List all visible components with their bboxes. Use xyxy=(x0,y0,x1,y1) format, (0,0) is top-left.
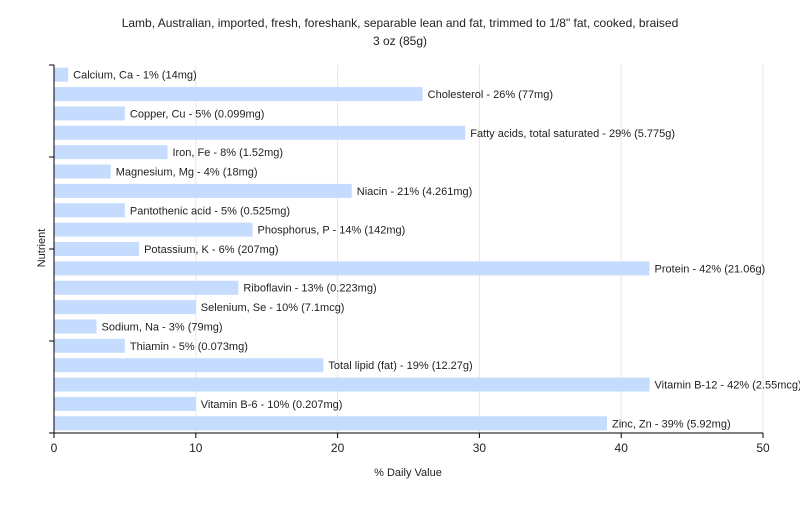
bar xyxy=(54,416,608,431)
bar-label: Niacin - 21% (4.261mg) xyxy=(357,186,473,198)
bar xyxy=(54,183,352,198)
y-axis-label: Nutrient xyxy=(36,229,48,268)
x-tick-label: 0 xyxy=(51,441,58,455)
chart-title: Lamb, Australian, imported, fresh, fores… xyxy=(122,16,679,30)
bar xyxy=(54,242,140,256)
bar xyxy=(54,145,168,160)
bar xyxy=(54,358,324,373)
bar-label: Copper, Cu - 5% (0.099mg) xyxy=(130,108,265,120)
bar-label: Sodium, Na - 3% (79mg) xyxy=(102,321,223,333)
bar-label: Selenium, Se - 10% (7.1mcg) xyxy=(201,302,345,314)
bar-label: Thiamin - 5% (0.073mg) xyxy=(130,341,248,353)
bar-label: Cholesterol - 26% (77mg) xyxy=(428,89,553,101)
bar xyxy=(54,164,111,179)
x-tick-label: 30 xyxy=(473,441,487,455)
chart-subtitle: 3 oz (85g) xyxy=(373,34,427,48)
bar xyxy=(54,87,423,102)
bar-label: Zinc, Zn - 39% (5.92mg) xyxy=(612,418,731,430)
bar-label: Iron, Fe - 8% (1.52mg) xyxy=(172,147,283,159)
x-tick-label: 40 xyxy=(615,441,629,455)
x-axis-label: % Daily Value xyxy=(374,467,442,479)
bar xyxy=(54,222,253,237)
bar-label: Riboflavin - 13% (0.223mg) xyxy=(243,283,376,295)
bar xyxy=(54,261,650,276)
bar xyxy=(54,203,125,218)
x-tick-label: 10 xyxy=(189,441,203,455)
bar xyxy=(54,396,196,411)
bar xyxy=(54,300,196,315)
bar xyxy=(54,125,466,140)
x-tick-label: 20 xyxy=(331,441,345,455)
bar-label: Protein - 42% (21.06g) xyxy=(655,263,766,275)
bar-label: Vitamin B-6 - 10% (0.207mg) xyxy=(201,399,343,411)
bar-label: Calcium, Ca - 1% (14mg) xyxy=(73,70,196,82)
bar xyxy=(54,106,125,121)
bar-label: Magnesium, Mg - 4% (18mg) xyxy=(116,167,258,179)
bar xyxy=(54,319,97,334)
x-tick-label: 50 xyxy=(756,441,770,455)
bar xyxy=(54,377,650,392)
bar-label: Phosphorus, P - 14% (142mg) xyxy=(258,225,406,237)
bar xyxy=(54,338,125,353)
bar xyxy=(54,280,239,295)
bar-label: Fatty acids, total saturated - 29% (5.77… xyxy=(470,128,675,140)
bar-label: Pantothenic acid - 5% (0.525mg) xyxy=(130,205,290,217)
bar-label: Potassium, K - 6% (207mg) xyxy=(144,244,279,256)
axes: 0 10 20 30 40 50 xyxy=(49,64,770,455)
bar-label: Total lipid (fat) - 19% (12.27g) xyxy=(328,360,472,372)
bar-label: Vitamin B-12 - 42% (2.55mcg) xyxy=(655,380,800,392)
bars: Calcium, Ca - 1% (14mg) Cholesterol - 26%… xyxy=(54,67,800,431)
bar xyxy=(54,67,69,82)
